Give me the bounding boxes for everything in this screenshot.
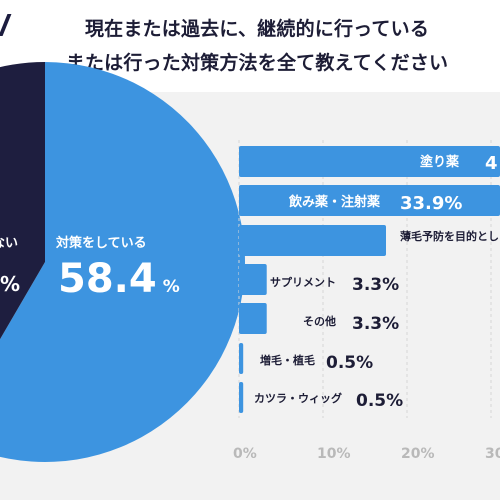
bar — [239, 303, 267, 334]
title-line-1: 現在または過去に、継続的に行っている — [84, 18, 430, 40]
bar-value-label: 3.3% — [352, 275, 399, 295]
bar-value-label: 33.9% — [400, 193, 462, 214]
pie-slice-label-main: 対策をしている — [56, 236, 147, 251]
bar-category-label: 薄毛予防を目的とし シャンプ — [400, 229, 500, 243]
bar — [239, 382, 244, 413]
x-tick-label: 30 — [485, 446, 500, 462]
pie-slice-value-minor: % — [0, 272, 21, 296]
bar-value-label: 3.3% — [352, 314, 399, 334]
bar — [239, 264, 267, 295]
bar-category-label: その他 — [303, 314, 336, 328]
title-line-2: または行った対策方法を全て教えてください — [65, 52, 449, 74]
bar-value-label: 4 — [485, 153, 498, 174]
bar-category-label: 増毛・植毛 — [260, 353, 315, 367]
bar-category-label: カツラ・ウィッグ — [254, 391, 342, 405]
x-tick-label: 20% — [401, 446, 435, 462]
bar — [239, 146, 500, 177]
bar — [239, 185, 500, 216]
pie-slice-1 — [0, 62, 45, 340]
bar-category-label: 飲み薬・注射薬 — [288, 194, 381, 210]
page-title: 現在または過去に、継続的に行っている または行った対策方法を全て教えてください — [14, 12, 500, 80]
pie-slice-label-minor: ない — [0, 236, 19, 251]
pie-slice-0 — [0, 62, 245, 462]
bar-value-label: 0.5% — [326, 353, 373, 373]
bar-category-label: 塗り薬 — [420, 154, 460, 170]
pie-slice-value-main: 58.4% — [58, 256, 180, 302]
x-tick-label: 0% — [233, 446, 257, 462]
bar — [239, 343, 244, 374]
x-tick-label: 10% — [317, 446, 351, 462]
pie-main-number: 58.4 — [58, 256, 157, 302]
bar-category-label: サプリメント — [270, 275, 336, 289]
bar-value-label: 0.5% — [356, 391, 403, 411]
bar — [239, 225, 386, 256]
pie-main-unit: % — [162, 277, 180, 297]
